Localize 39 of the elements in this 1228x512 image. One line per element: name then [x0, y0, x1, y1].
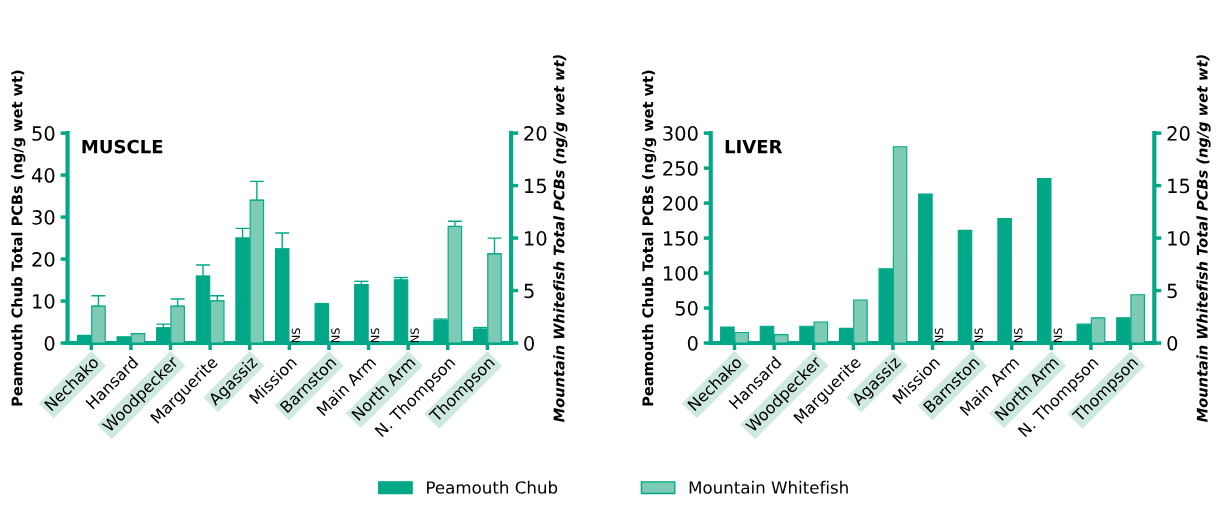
y-tick-label: 150 — [663, 231, 698, 246]
y-tick-label: 50 — [32, 126, 55, 141]
y-axis-title: Peamouth Chub Total PCBs (ng/g wet wt) — [11, 70, 26, 406]
annotation: NS — [1014, 328, 1023, 342]
y2-tick-label: 15 — [525, 178, 546, 194]
annotation: NS — [410, 328, 419, 342]
y2-axis-title: Mountain Whitefish Total PCBs (ng/g wet wt) — [1196, 55, 1211, 423]
y-tick-label: 50 — [675, 301, 698, 316]
y-tick-label: 40 — [31, 168, 55, 183]
y2-tick-label: 0 — [1167, 336, 1178, 351]
annotation: NS — [291, 328, 301, 342]
y2-tick-label: 10 — [525, 231, 547, 246]
y-tick-label: 100 — [663, 266, 698, 281]
chart-title: MUSCLE — [82, 139, 163, 154]
y2-tick-label: 20 — [1167, 126, 1190, 141]
y2-tick-label: 0 — [524, 336, 535, 351]
legend-label: Mountain Whitefish — [689, 480, 848, 494]
y-tick-label: 20 — [32, 252, 55, 267]
y-tick-label: 300 — [663, 126, 698, 141]
y2-tick-label: 10 — [1168, 231, 1190, 246]
y2-tick-label: 5 — [1167, 283, 1177, 299]
annotation: NS — [331, 328, 340, 342]
y-tick-label: 200 — [663, 196, 698, 211]
y-axis-title: Peamouth Chub Total PCBs (ng/g wet wt) — [642, 70, 657, 406]
y2-tick-label: 20 — [524, 126, 547, 141]
annotation: NS — [1053, 328, 1063, 342]
legend-label: Peamouth Chub — [427, 480, 558, 494]
annotation: NS — [934, 328, 944, 342]
y-tick-label: 10 — [33, 294, 55, 309]
annotation: NS — [974, 328, 983, 342]
y-tick-label: 250 — [663, 161, 698, 176]
y-tick-label: 0 — [44, 336, 55, 351]
annotation: NS — [370, 328, 380, 342]
y2-tick-label: 5 — [524, 283, 534, 299]
y-tick-label: 30 — [32, 210, 55, 225]
y2-tick-label: 15 — [1168, 178, 1190, 194]
y-tick-label: 0 — [687, 336, 698, 351]
chart-title: LIVER — [725, 139, 783, 154]
y2-axis-title: Mountain Whitefish Total PCBs (ng/g wet wt) — [553, 55, 568, 423]
